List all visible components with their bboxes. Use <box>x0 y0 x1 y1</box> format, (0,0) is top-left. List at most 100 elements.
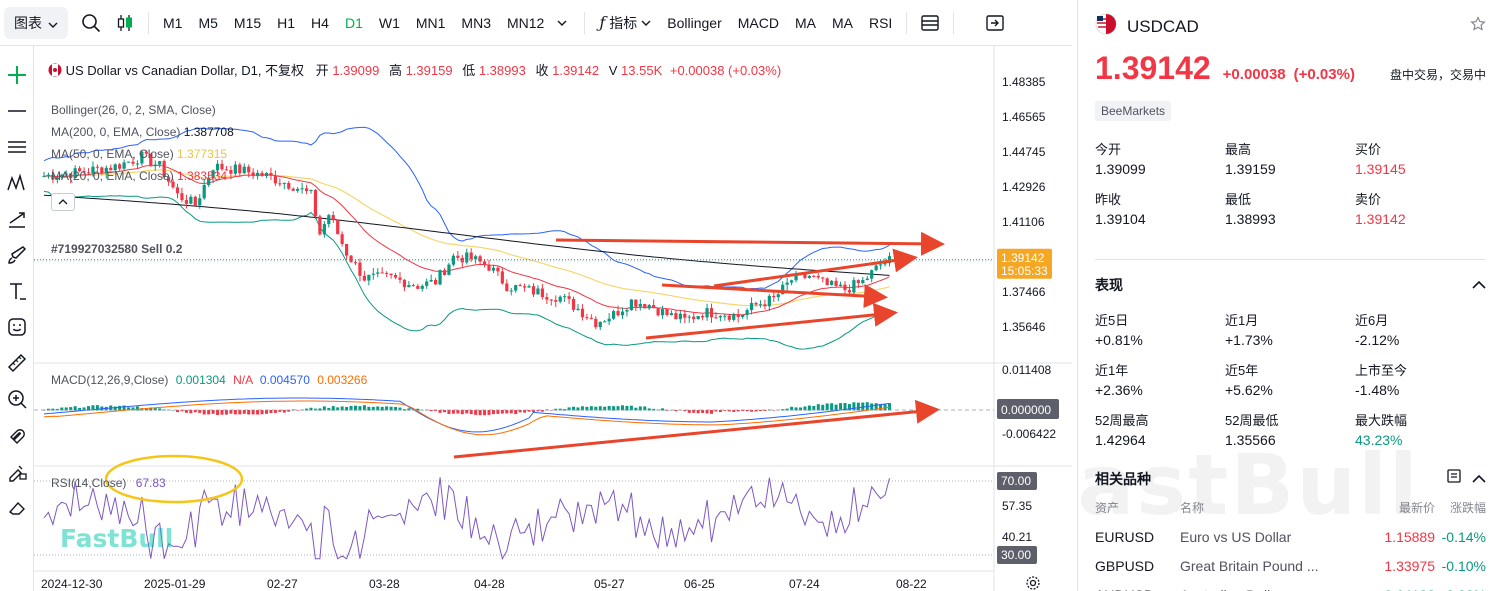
candle-body <box>843 284 847 291</box>
annotation-arrow[interactable] <box>555 231 945 256</box>
annotation-arrow[interactable] <box>453 399 940 459</box>
timeframe-d1[interactable]: D1 <box>344 14 363 31</box>
macd-histogram-bar <box>176 410 179 413</box>
indicator-macd-button[interactable]: MACD <box>737 14 779 31</box>
macd-histogram-bar <box>549 410 553 411</box>
timeframe-mn3[interactable]: MN3 <box>461 14 491 31</box>
related-row[interactable]: EURUSD Euro vs US Dollar 1.15889 -0.14% <box>1078 516 1508 545</box>
timeframe-h1[interactable]: H1 <box>277 14 296 31</box>
chevron-up-icon[interactable] <box>1472 470 1486 488</box>
zoom-in-icon[interactable] <box>0 382 34 416</box>
indicator-ma-button[interactable]: MA <box>831 14 853 31</box>
timeframe-h4[interactable]: H4 <box>311 14 329 31</box>
gear-icon[interactable] <box>1025 575 1041 591</box>
rsi-pane <box>34 477 994 561</box>
close-label: 收 <box>535 63 549 78</box>
star-icon[interactable] <box>1470 16 1486 37</box>
timeframe-mn12[interactable]: MN12 <box>506 14 545 31</box>
trend-tool-icon[interactable] <box>0 202 34 236</box>
macd-histogram-bar <box>247 410 251 415</box>
macd-histogram-bar <box>483 410 487 416</box>
indicators-button[interactable]: ƒ 指标 <box>591 7 659 39</box>
fastbull-chart-watermark: FastBull <box>60 524 174 553</box>
price-chart[interactable]: 1.48385 1.46565 1.44745 1.42926 1.41106 1.374… <box>34 46 1072 591</box>
candle-body <box>189 196 193 204</box>
performance-header[interactable]: 表现 <box>1078 260 1508 295</box>
timeframe-m5[interactable]: M5 <box>198 14 218 31</box>
macd-histogram-bar <box>180 410 184 412</box>
indicator-rsi-button[interactable]: RSI <box>868 14 893 31</box>
macd-histogram-bar <box>460 410 464 415</box>
macd-histogram-bar <box>625 405 629 411</box>
ma20-legend[interactable]: MA(20, 0, EMA, Close) 1.383534 <box>51 168 234 184</box>
macd-value-4: 0.003266 <box>317 373 368 387</box>
macd-histogram-bar <box>888 403 891 411</box>
candle-body <box>349 255 353 263</box>
rsi-axis-label: 57.35 <box>1002 499 1032 513</box>
indicator-bollinger-button[interactable]: Bollinger <box>667 14 722 31</box>
annotation-arrow[interactable] <box>713 248 918 288</box>
lock-drawing-icon[interactable] <box>0 454 34 488</box>
macd-histogram-bar <box>847 404 851 411</box>
chart-area[interactable]: 1.48385 1.46565 1.44745 1.42926 1.41106 1.374… <box>34 46 1072 591</box>
macd-pane <box>34 397 994 436</box>
collapse-legend-button[interactable] <box>51 193 75 211</box>
candle-body <box>420 285 424 289</box>
candle-body <box>438 270 442 285</box>
timeframe-m1[interactable]: M1 <box>163 14 183 31</box>
macd-histogram-bar <box>318 408 322 411</box>
bollinger-legend[interactable]: Bollinger(26, 0, 2, SMA, Close) <box>51 102 234 118</box>
candle-body <box>135 163 140 165</box>
eraser-icon[interactable] <box>0 490 34 524</box>
rsi-level-label: 30.00 <box>1001 548 1031 562</box>
ma50-legend[interactable]: MA(50, 0, EMA, Close) 1.377315 <box>51 146 234 162</box>
timeframe-mn1[interactable]: MN1 <box>415 14 446 31</box>
chevron-up-icon[interactable] <box>1472 276 1486 294</box>
macd-histogram-bar <box>585 406 589 411</box>
candle-body <box>447 264 451 275</box>
order-line-label[interactable]: #719927032580 Sell 0.2 <box>51 242 183 256</box>
indicator-ma-button[interactable]: MA <box>794 14 816 31</box>
ma200-value: 1.387708 <box>183 125 234 139</box>
chevron-down-icon <box>641 20 651 26</box>
candle-body <box>879 264 883 266</box>
candle-body <box>772 295 776 298</box>
related-row[interactable]: AUDUSDAustralian Dollar vs0.64182-0.02% <box>1078 574 1508 591</box>
candle-body <box>865 278 869 280</box>
enter-fullscreen-icon[interactable] <box>978 7 1012 39</box>
text-tool-icon[interactable] <box>0 274 34 308</box>
annotation-arrow[interactable] <box>645 302 898 340</box>
related-col-price: 最新价 <box>1398 501 1435 515</box>
candle-body <box>380 272 384 274</box>
emoji-icon[interactable] <box>0 310 34 344</box>
macd-histogram-bar <box>144 408 148 411</box>
candle-body <box>536 288 540 295</box>
parallel-lines-icon[interactable] <box>0 130 34 164</box>
chevron-down-icon[interactable] <box>552 7 572 39</box>
horizontal-line-icon[interactable] <box>0 94 34 128</box>
magnet-icon[interactable] <box>0 418 34 452</box>
rsi-line <box>43 477 890 561</box>
macd-histogram-bar <box>153 407 157 411</box>
brush-icon[interactable] <box>0 238 34 272</box>
timeframe-w1[interactable]: W1 <box>378 14 400 31</box>
search-icon[interactable] <box>74 7 108 39</box>
macd-histogram-bar <box>563 409 567 411</box>
low-label: 低 <box>462 63 476 78</box>
candlestick-icon[interactable] <box>108 7 142 39</box>
related-row[interactable]: GBPUSD Great Britain Pound ... 1.33975 -0.1… <box>1078 545 1508 574</box>
stat-cell: 最低 1.38993 <box>1225 189 1355 227</box>
ma200-legend[interactable]: MA(200, 0, EMA, Close) 1.387708 <box>51 124 234 140</box>
document-icon[interactable] <box>1446 468 1462 489</box>
ruler-icon[interactable] <box>0 346 34 380</box>
candle-body <box>660 309 665 316</box>
pattern-icon[interactable] <box>0 166 34 200</box>
chart-type-dropdown[interactable]: 图表 <box>4 6 68 39</box>
annotation-ellipse[interactable] <box>104 454 244 504</box>
crosshair-icon[interactable] <box>0 58 34 92</box>
layout-icon[interactable] <box>913 7 947 39</box>
annotation-arrow[interactable] <box>661 283 888 309</box>
macd-histogram-bar <box>207 410 211 415</box>
timeframe-m15[interactable]: M15 <box>233 14 262 31</box>
